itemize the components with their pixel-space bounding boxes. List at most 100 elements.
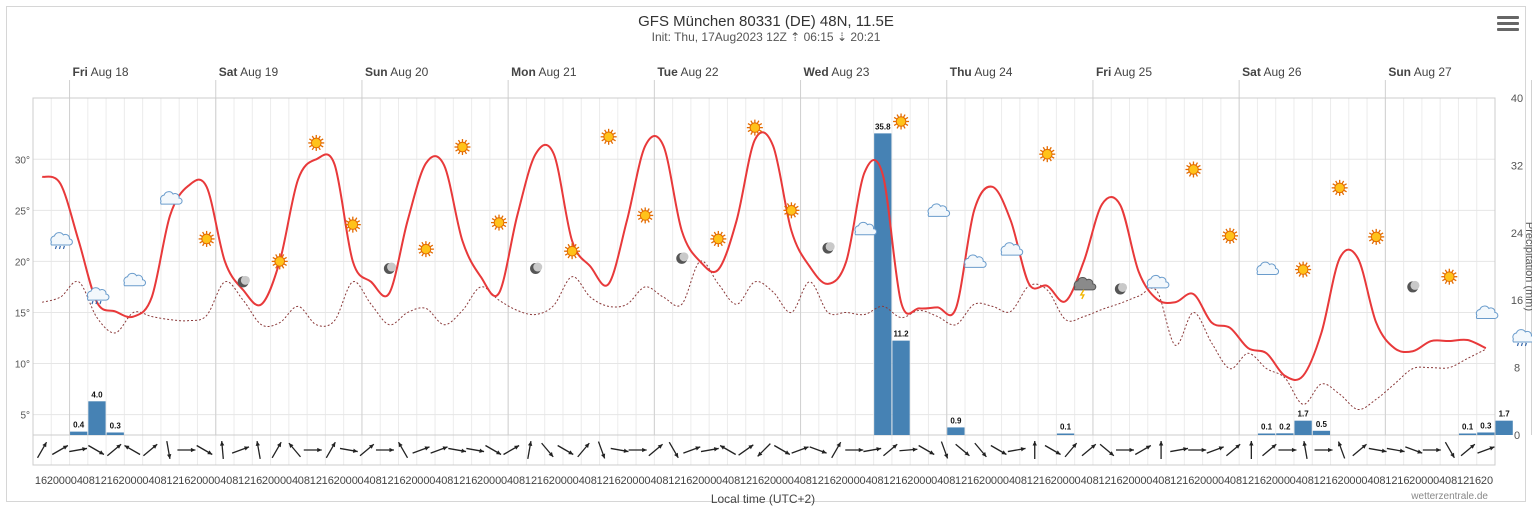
sun-ray xyxy=(902,125,906,129)
sun-icon xyxy=(893,113,910,130)
cloud-icon xyxy=(123,272,146,287)
wind-head xyxy=(695,446,701,451)
moon-shade xyxy=(825,242,835,252)
sun-ray xyxy=(1307,265,1311,268)
wind-arrow xyxy=(375,447,394,453)
sunrise-time: 06:15 xyxy=(803,30,834,44)
hour-tick-label: 08 xyxy=(800,475,812,487)
wind-arrow xyxy=(757,443,771,457)
precip-bar-label: 0.1 xyxy=(1060,423,1072,432)
wind-arrow xyxy=(955,443,970,457)
sun-ray xyxy=(795,212,799,215)
y-left-tick-label: 5° xyxy=(20,411,30,422)
wind-head xyxy=(642,447,647,453)
rain-drop xyxy=(1516,342,1519,347)
sun-ray xyxy=(1049,158,1052,162)
hour-tick-label: 04 xyxy=(142,475,154,487)
sun-ray xyxy=(784,205,788,209)
wind-arrow xyxy=(485,444,502,456)
sun-icon xyxy=(1441,268,1458,285)
sun-ray xyxy=(1049,146,1052,151)
sun-ray xyxy=(1307,271,1311,275)
sun-ray xyxy=(610,129,614,133)
sun-ray xyxy=(893,123,898,127)
wind-head xyxy=(601,453,606,459)
hour-tick-label: 08 xyxy=(943,475,955,487)
wind-head xyxy=(1055,450,1061,455)
sun-ray xyxy=(503,224,507,228)
sun-ray xyxy=(902,114,906,118)
sun-ray xyxy=(1234,231,1238,234)
wind-head xyxy=(1145,445,1151,450)
sun-ray xyxy=(320,144,324,148)
moon-shade xyxy=(387,262,397,272)
wind-arrow xyxy=(845,447,864,453)
sun-ray xyxy=(318,146,321,151)
y-right-tick-label: 8 xyxy=(1514,363,1520,375)
wind-arrows xyxy=(36,440,1495,460)
sun-icon xyxy=(454,139,471,156)
hour-tick-label: 08 xyxy=(369,475,381,487)
wind-head xyxy=(368,444,374,449)
hour-tick-label: 00 xyxy=(632,475,644,487)
sun-ray xyxy=(210,240,214,244)
cloud-shape xyxy=(964,254,987,268)
wind-head xyxy=(1108,451,1114,456)
cloud-shape xyxy=(123,272,146,287)
hour-tick-label: 20 xyxy=(1194,475,1206,487)
wind-arrow xyxy=(1064,442,1078,458)
wind-arrow xyxy=(648,443,664,457)
precip-bar xyxy=(1257,433,1276,435)
hour-tick-label: 00 xyxy=(1134,475,1146,487)
hour-tick-label: 20 xyxy=(764,475,776,487)
wind-arrow xyxy=(1158,441,1164,459)
wind-arrow xyxy=(831,441,842,459)
precip-bar-label: 35.8 xyxy=(875,122,891,131)
cloud-shape xyxy=(50,232,73,246)
cloud-icon xyxy=(854,221,877,236)
hour-tick-label: 04 xyxy=(1075,475,1087,487)
sun-ray xyxy=(281,265,285,269)
hour-tick-label: 04 xyxy=(286,475,298,487)
sun-icon xyxy=(746,119,763,136)
sun-ray xyxy=(427,241,431,246)
sun-ray xyxy=(311,135,315,139)
y-right-tick-label: 32 xyxy=(1511,160,1523,172)
wind-arrow xyxy=(1368,447,1387,453)
wind-head xyxy=(1020,447,1026,452)
day-weekday: Tue xyxy=(657,65,678,79)
hour-tick-label: 16 xyxy=(537,475,549,487)
precip-bar xyxy=(1312,430,1331,435)
sun-ray xyxy=(1197,164,1201,168)
wind-arrow xyxy=(1444,441,1455,459)
hour-tick-label: 04 xyxy=(788,475,800,487)
precip-bar-label: 0.9 xyxy=(950,416,962,425)
sun-ray xyxy=(786,214,790,218)
hour-tick-label: 00 xyxy=(1206,475,1218,487)
wind-arrow xyxy=(1262,443,1277,457)
rain-drop xyxy=(91,300,94,305)
wind-arrow xyxy=(940,441,949,459)
sun-disc xyxy=(201,233,212,245)
sun-ray xyxy=(500,226,504,230)
sun-ray xyxy=(1186,171,1190,175)
chart-menu-button[interactable] xyxy=(1497,16,1519,36)
wind-head xyxy=(219,441,225,446)
wind-head xyxy=(244,446,250,451)
wind-head xyxy=(1291,447,1297,453)
hour-tick-label: 20 xyxy=(1481,475,1493,487)
wind-arrow xyxy=(177,447,196,453)
sun-ray xyxy=(202,242,205,247)
hour-tick-label: 20 xyxy=(692,475,704,487)
sun-ray xyxy=(713,231,717,235)
wind-arrow xyxy=(1115,447,1134,453)
wind-head xyxy=(1271,444,1277,449)
hour-tick-label: 12 xyxy=(381,475,393,487)
sun-ray xyxy=(1332,189,1336,193)
wind-arrow xyxy=(196,444,213,456)
hour-tick-label: 12 xyxy=(1314,475,1326,487)
sun-ray xyxy=(491,224,496,228)
wind-arrow xyxy=(1422,447,1441,453)
sun-ray xyxy=(210,234,214,237)
precip-bar xyxy=(106,432,124,435)
